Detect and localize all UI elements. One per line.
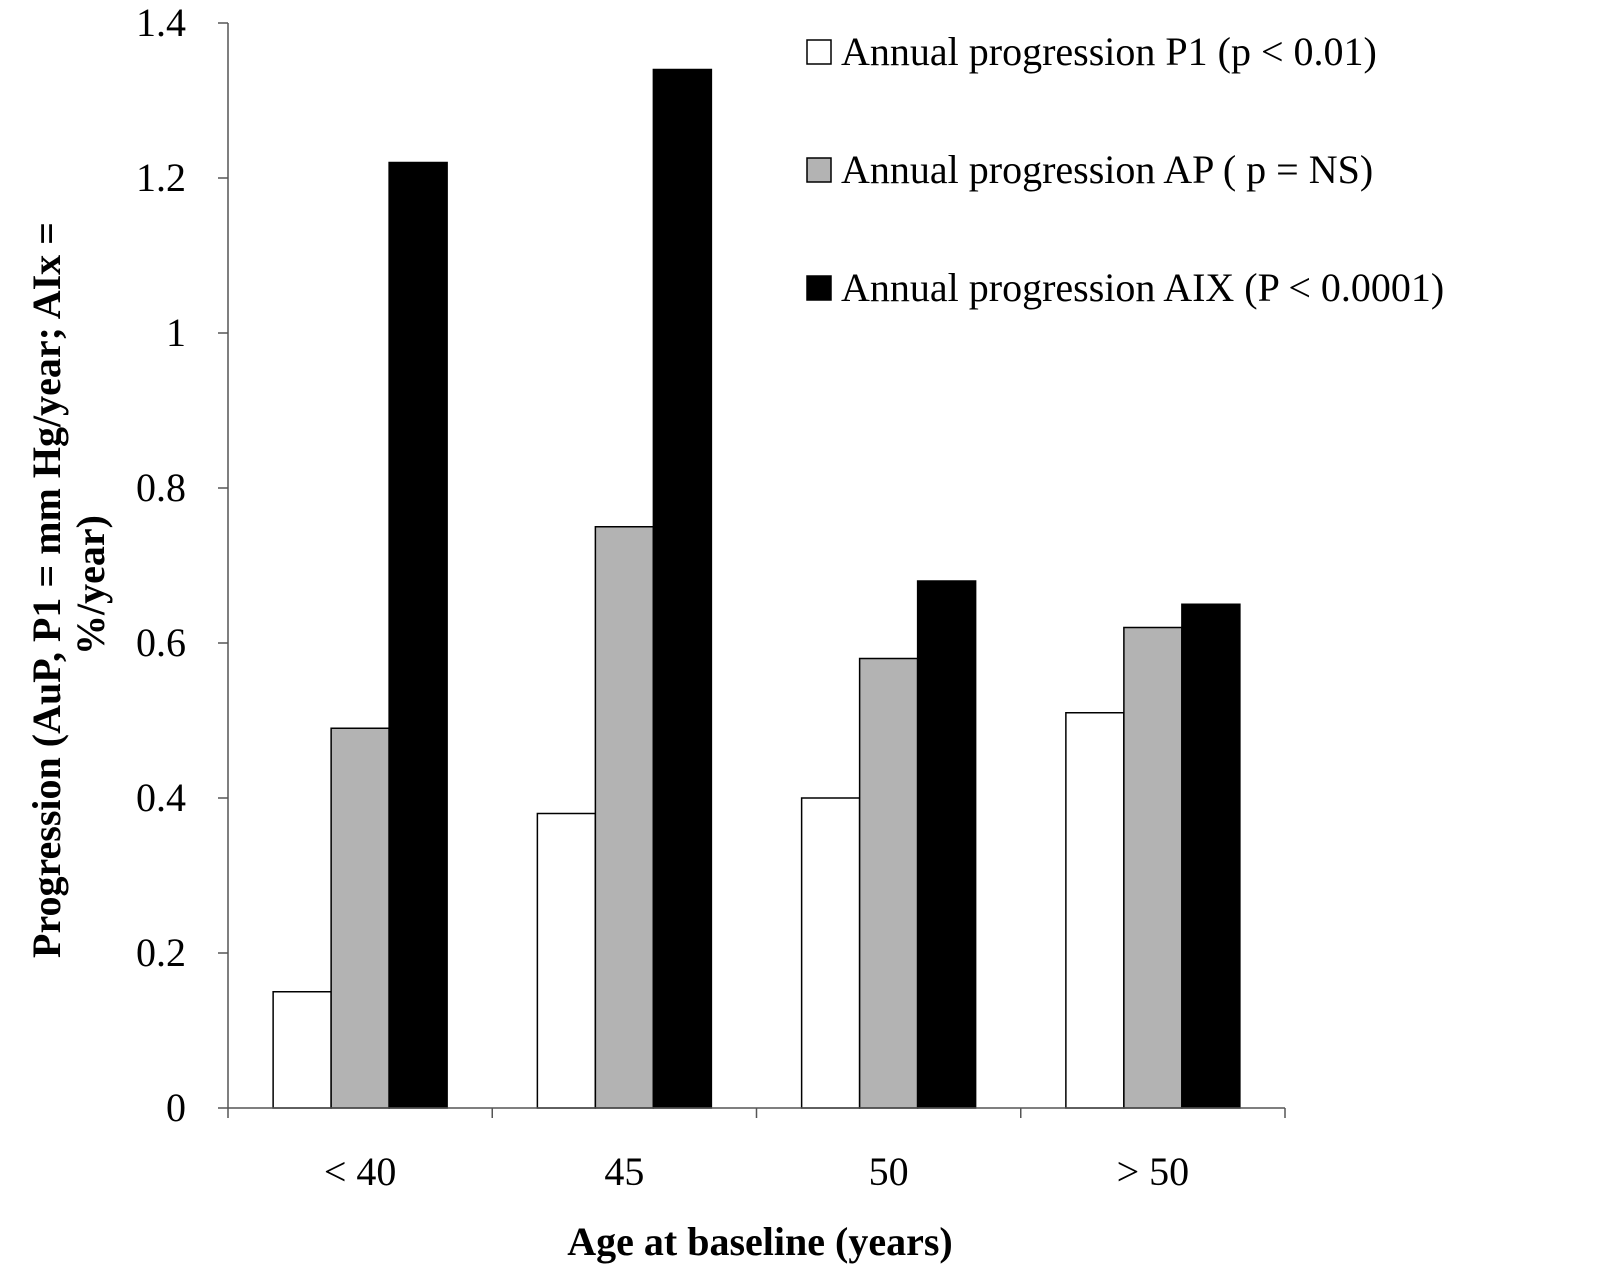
bar-series-3-4 (1181, 603, 1241, 1109)
x-axis-title: Age at baseline (years) (567, 1219, 952, 1264)
x-tick-label: 45 (604, 1149, 644, 1194)
y-axis: 0 0.2 0.4 0.6 0.8 1 1.2 1.4 (136, 0, 229, 1130)
bar-series-3-1 (388, 161, 448, 1109)
bar-series-3-2 (652, 68, 713, 1109)
y-tick-label: 1.2 (136, 155, 186, 200)
bar-series-2-3 (858, 657, 919, 1109)
bar-series-2-1 (330, 727, 390, 1109)
y-axis-title-line-1: Progression (AuP, P1 = mm Hg/year; AIx = (24, 222, 69, 958)
bar-series-1-2 (536, 812, 597, 1109)
bar-series-1-3 (800, 797, 861, 1109)
legend-swatch-1 (806, 39, 832, 65)
legend-label-1: Annual progression P1 (p < 0.01) (841, 29, 1377, 74)
legend-label-3: Annual progression AIX (P < 0.0001) (841, 265, 1444, 310)
legend: Annual progression P1 (p < 0.01) Annual p… (806, 29, 1444, 310)
y-axis-title: Progression (AuP, P1 = mm Hg/year; AIx =… (24, 212, 113, 958)
y-tick-label: 0.6 (136, 620, 186, 665)
x-tick-label: < 40 (324, 1149, 397, 1194)
bar-series-1-4 (1065, 712, 1125, 1109)
y-tick-label: 1.4 (136, 0, 186, 45)
bar-series-3-3 (916, 580, 977, 1109)
x-axis: < 40 45 50 > 50 (227, 1107, 1286, 1194)
plot-area (272, 68, 1241, 1109)
legend-swatch-3 (806, 275, 832, 301)
bar-series-2-4 (1123, 626, 1183, 1109)
legend-label-2: Annual progression AP ( p = NS) (841, 147, 1373, 192)
y-tick-label: 0 (166, 1085, 186, 1130)
x-tick-label: 50 (869, 1149, 909, 1194)
bar-series-1-1 (272, 991, 332, 1109)
legend-swatch-2 (806, 157, 832, 183)
bar-series-2-2 (594, 526, 655, 1109)
y-tick-label: 0.4 (136, 775, 186, 820)
y-tick-label: 1 (166, 310, 186, 355)
y-tick-label: 0.2 (136, 930, 186, 975)
x-tick-label: > 50 (1117, 1149, 1190, 1194)
y-tick-label: 0.8 (136, 465, 186, 510)
y-axis-title-line-2: %/year) (68, 515, 113, 655)
